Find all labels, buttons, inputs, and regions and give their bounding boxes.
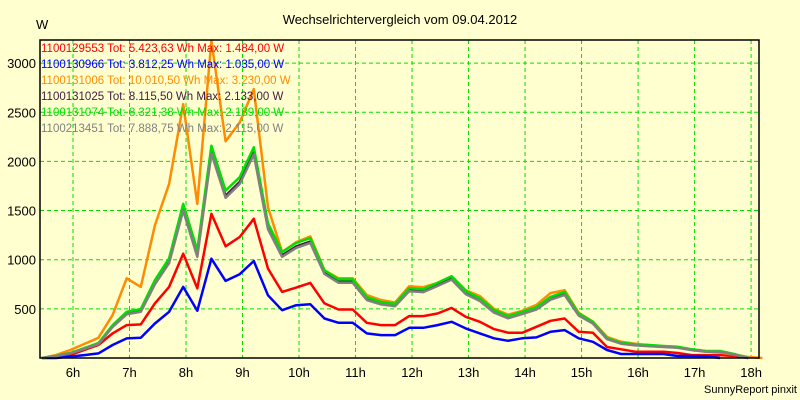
legend-entry-3: 1100131025 Tot: 8.115,50 Wh Max: 2.133,0… <box>41 91 283 103</box>
legend-entry-5: 1100213451 Tot: 7.888,75 Wh Max: 2.115,0… <box>41 123 283 135</box>
x-axis-ticks: 6h 7h 8h 9h 10h 11h 12h 13h 14h 15h 16h 17h 18h <box>66 365 762 380</box>
x-tick-label: 14h <box>514 365 536 380</box>
grid-lines <box>40 40 759 358</box>
y-tick-label: 3000 <box>7 56 36 71</box>
legend-entry-4: 1100131074 Tot: 8.321,38 Wh Max: 2.189,0… <box>41 107 284 119</box>
x-tick-label: 18h <box>740 365 762 380</box>
plot-border <box>39 39 760 359</box>
y-tick-label: 2000 <box>7 154 36 169</box>
series-line-1 <box>41 257 721 360</box>
x-tick-label: 9h <box>235 365 249 380</box>
x-tick-label: 16h <box>627 365 649 380</box>
y-axis-ticks: 500 1000 1500 2000 2500 3000 <box>7 56 36 317</box>
legend: 1100129553 Tot: 5.423,63 Wh Max: 1.484,0… <box>41 43 291 135</box>
x-tick-label: 13h <box>458 365 480 380</box>
y-axis-label: W <box>36 17 49 32</box>
x-tick-label: 6h <box>66 365 80 380</box>
chart-title: Wechselrichtervergleich vom 09.04.2012 <box>283 12 518 27</box>
x-tick-label: 15h <box>571 365 593 380</box>
x-tick-label: 8h <box>179 365 193 380</box>
series-line-0 <box>41 212 749 360</box>
x-tick-label: 7h <box>122 365 136 380</box>
legend-entry-1: 1100130966 Tot: 3.812,25 Wh Max: 1.035,0… <box>41 59 284 71</box>
footer-credit: SunnyReport pinxit <box>704 384 797 396</box>
series-line-5 <box>41 152 749 360</box>
x-tick-label: 10h <box>288 365 310 380</box>
y-tick-label: 1000 <box>7 253 36 268</box>
x-tick-label: 12h <box>401 365 423 380</box>
legend-entry-0: 1100129553 Tot: 5.423,63 Wh Max: 1.484,0… <box>41 43 284 55</box>
plot-area <box>40 40 759 358</box>
legend-entry-2: 1100131006 Tot: 10.010,50 Wh Max: 3.230,… <box>41 75 291 87</box>
y-tick-label: 2500 <box>7 105 36 120</box>
y-tick-label: 1500 <box>7 204 36 219</box>
x-tick-label: 11h <box>345 365 366 380</box>
y-tick-label: 500 <box>14 302 36 317</box>
series-lines <box>41 39 763 360</box>
x-tick-label: 17h <box>684 365 706 380</box>
